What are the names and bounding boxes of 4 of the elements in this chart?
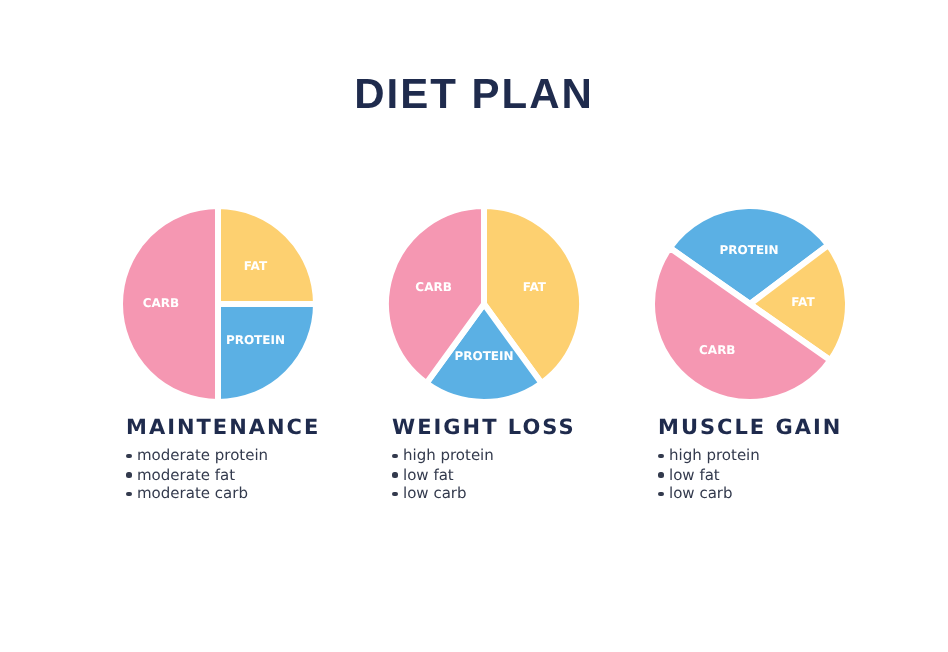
- text: MAINTENANCE: [126, 416, 323, 440]
- text: DIET PLAN: [352, 72, 596, 120]
- text: MUSCLE GAIN: [658, 416, 845, 440]
- text: WEIGHT LOSS: [392, 416, 578, 440]
